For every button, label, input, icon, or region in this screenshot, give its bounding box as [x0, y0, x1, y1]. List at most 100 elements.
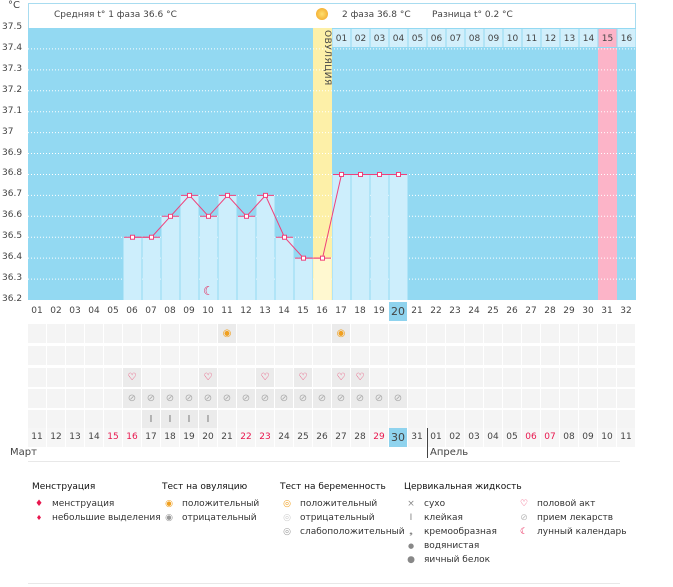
day-cell[interactable] — [28, 368, 46, 387]
day-cell[interactable]: ♡ — [332, 368, 350, 387]
day-cell[interactable] — [142, 368, 160, 387]
day-cell[interactable] — [104, 346, 122, 365]
calendar-date[interactable]: 19 — [180, 428, 198, 447]
cycle-day[interactable]: 26 — [506, 306, 518, 316]
cycle-day[interactable]: 07 — [145, 306, 157, 316]
day-cell[interactable] — [47, 346, 65, 365]
day-cell[interactable] — [237, 324, 255, 343]
day-cell[interactable] — [408, 346, 426, 365]
calendar-date[interactable]: 04 — [484, 428, 502, 447]
day-cell[interactable] — [579, 324, 597, 343]
day-cell[interactable] — [522, 410, 540, 429]
day-cell[interactable] — [579, 389, 597, 408]
day-cell[interactable] — [484, 389, 502, 408]
cycle-day[interactable]: 12 — [240, 306, 252, 316]
calendar-date[interactable]: 16 — [123, 428, 141, 447]
calendar-date[interactable]: 07 — [541, 428, 559, 447]
cycle-day[interactable]: 01 — [31, 306, 43, 316]
day-cell[interactable]: ⊘ — [351, 389, 369, 408]
day-cell[interactable] — [332, 346, 350, 365]
calendar-date[interactable]: 17 — [142, 428, 160, 447]
calendar-date[interactable]: 18 — [161, 428, 179, 447]
day-cell[interactable] — [313, 410, 331, 429]
day-cell[interactable]: ⊘ — [313, 389, 331, 408]
day-cell[interactable]: ⊘ — [218, 389, 236, 408]
calendar-date[interactable]: 11 — [617, 428, 635, 447]
day-cell[interactable] — [503, 389, 521, 408]
day-cell[interactable] — [446, 346, 464, 365]
day-cell[interactable] — [351, 410, 369, 429]
day-cell[interactable] — [541, 389, 559, 408]
day-cell[interactable]: ⊘ — [332, 389, 350, 408]
calendar-date[interactable]: 15 — [104, 428, 122, 447]
day-cell[interactable] — [598, 346, 616, 365]
day-cell[interactable]: I — [142, 410, 160, 429]
day-cell[interactable] — [617, 410, 635, 429]
day-cell[interactable] — [484, 410, 502, 429]
day-cell[interactable] — [446, 410, 464, 429]
cycle-day[interactable]: 19 — [373, 306, 385, 316]
day-cell[interactable] — [104, 389, 122, 408]
day-cell[interactable] — [389, 368, 407, 387]
day-cell[interactable] — [370, 346, 388, 365]
day-cell[interactable] — [598, 389, 616, 408]
day-cell[interactable] — [389, 410, 407, 429]
day-cell[interactable] — [104, 324, 122, 343]
day-cell[interactable] — [598, 368, 616, 387]
day-cell[interactable] — [465, 410, 483, 429]
day-cell[interactable] — [389, 324, 407, 343]
day-cell[interactable] — [104, 368, 122, 387]
day-cell[interactable] — [370, 410, 388, 429]
day-cell[interactable] — [446, 324, 464, 343]
day-cell[interactable] — [28, 324, 46, 343]
day-cell[interactable] — [294, 410, 312, 429]
day-cell[interactable] — [560, 368, 578, 387]
day-cell[interactable] — [313, 368, 331, 387]
calendar-date[interactable]: 10 — [598, 428, 616, 447]
calendar-date[interactable]: 13 — [66, 428, 84, 447]
day-cell[interactable]: ♡ — [294, 368, 312, 387]
day-cell[interactable] — [47, 368, 65, 387]
cycle-day[interactable]: 16 — [316, 306, 328, 316]
day-cell[interactable] — [180, 324, 198, 343]
day-cell[interactable] — [522, 368, 540, 387]
day-cell[interactable] — [446, 389, 464, 408]
day-cell[interactable] — [465, 368, 483, 387]
day-cell[interactable] — [541, 324, 559, 343]
calendar-date[interactable]: 29 — [370, 428, 388, 447]
calendar-date[interactable]: 24 — [275, 428, 293, 447]
day-cell[interactable] — [560, 346, 578, 365]
cycle-day[interactable]: 27 — [525, 306, 537, 316]
day-cell[interactable] — [465, 389, 483, 408]
day-cell[interactable] — [522, 346, 540, 365]
day-cell[interactable] — [408, 324, 426, 343]
day-cell[interactable] — [28, 410, 46, 429]
day-cell[interactable] — [351, 324, 369, 343]
day-cell[interactable] — [598, 410, 616, 429]
day-cell[interactable] — [275, 324, 293, 343]
day-cell[interactable]: ◉ — [332, 324, 350, 343]
day-cell[interactable] — [560, 410, 578, 429]
day-cell[interactable]: ♡ — [123, 368, 141, 387]
day-cell[interactable] — [427, 368, 445, 387]
cycle-day[interactable]: 14 — [278, 306, 290, 316]
day-cell[interactable] — [180, 346, 198, 365]
calendar-date[interactable]: 11 — [28, 428, 46, 447]
calendar-date[interactable]: 14 — [85, 428, 103, 447]
day-cell[interactable] — [313, 324, 331, 343]
day-cell[interactable] — [28, 346, 46, 365]
cycle-day[interactable]: 04 — [88, 306, 100, 316]
day-cell[interactable] — [85, 346, 103, 365]
day-cell[interactable] — [218, 368, 236, 387]
day-cell[interactable]: ⊘ — [294, 389, 312, 408]
day-cell[interactable] — [579, 346, 597, 365]
day-cell[interactable]: ⊘ — [370, 389, 388, 408]
cycle-day[interactable]: 17 — [335, 306, 347, 316]
day-cell[interactable]: ♡ — [351, 368, 369, 387]
day-cell[interactable]: ⊘ — [161, 389, 179, 408]
cycle-day[interactable]: 02 — [50, 306, 62, 316]
cycle-day[interactable]: 11 — [221, 306, 233, 316]
day-cell[interactable]: ♡ — [199, 368, 217, 387]
day-cell[interactable] — [408, 389, 426, 408]
calendar-date[interactable]: 28 — [351, 428, 369, 447]
